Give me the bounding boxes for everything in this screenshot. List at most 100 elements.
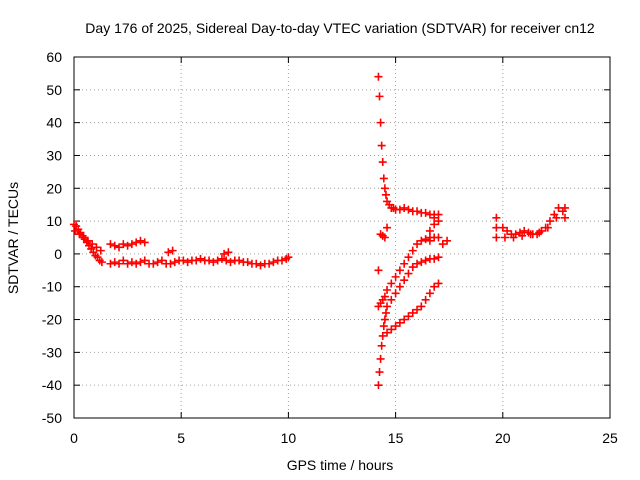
series-storm-descent — [374, 253, 443, 390]
y-tick-label: 30 — [46, 147, 62, 163]
data-point — [560, 203, 569, 212]
y-tick-label: 40 — [46, 115, 62, 131]
data-point — [213, 256, 222, 265]
x-tick-label: 0 — [70, 430, 78, 446]
data-point — [226, 258, 235, 267]
data-point — [395, 205, 404, 214]
data-point — [252, 259, 261, 268]
data-point — [391, 322, 400, 331]
data-point — [383, 302, 392, 311]
data-point — [380, 233, 389, 242]
data-point — [83, 236, 92, 245]
x-tick-label: 5 — [177, 430, 185, 446]
data-point — [408, 263, 417, 272]
y-tick-label: -50 — [42, 410, 62, 426]
data-point — [434, 279, 443, 288]
data-point — [500, 233, 509, 242]
data-point — [376, 354, 385, 363]
data-point — [404, 312, 413, 321]
data-point — [183, 258, 192, 267]
data-point — [387, 279, 396, 288]
data-point — [408, 246, 417, 255]
data-point — [136, 258, 145, 267]
data-point — [97, 258, 106, 267]
data-point — [413, 305, 422, 314]
y-tick-label: 10 — [46, 213, 62, 229]
data-point — [106, 240, 115, 249]
data-point — [425, 236, 434, 245]
data-point — [92, 243, 101, 252]
data-point — [110, 258, 119, 267]
data-point — [404, 253, 413, 262]
data-point — [443, 236, 452, 245]
data-point — [379, 174, 388, 183]
data-point — [417, 236, 426, 245]
data-point — [119, 240, 128, 249]
data-point — [123, 259, 132, 268]
data-point — [413, 259, 422, 268]
data-point — [265, 259, 274, 268]
y-axis-label: SDTVAR / TECUs — [5, 182, 21, 294]
data-point — [277, 256, 286, 265]
y-tick-label: 20 — [46, 180, 62, 196]
data-point — [391, 289, 400, 298]
data-point — [157, 256, 166, 265]
data-point — [430, 254, 439, 263]
data-point — [140, 238, 149, 247]
data-point — [374, 72, 383, 81]
data-point — [535, 228, 544, 237]
data-point — [222, 256, 231, 265]
data-point — [377, 141, 386, 150]
series-morning-upper — [106, 236, 233, 258]
data-point — [378, 331, 387, 340]
data-point — [421, 235, 430, 244]
grid — [74, 57, 610, 418]
data-point — [387, 325, 396, 334]
data-point — [404, 205, 413, 214]
data-point — [503, 226, 512, 235]
data-point — [179, 256, 188, 265]
data-point — [149, 259, 158, 268]
x-tick-labels: 0 5 10 15 20 25 — [70, 430, 618, 446]
data-point — [400, 315, 409, 324]
data-point — [543, 223, 552, 232]
data-point — [383, 223, 392, 232]
axis-ticks — [73, 56, 611, 419]
data-point — [395, 266, 404, 275]
data-point — [387, 295, 396, 304]
data-point — [408, 308, 417, 317]
data-point — [395, 282, 404, 291]
data-point — [391, 272, 400, 281]
data-point — [75, 230, 84, 239]
data-point — [498, 223, 507, 232]
x-tick-label: 20 — [495, 430, 511, 446]
data-point — [88, 240, 97, 249]
data-point — [526, 230, 535, 239]
data-point — [192, 256, 201, 265]
data-point — [430, 282, 439, 291]
data-point — [434, 233, 443, 242]
data-point — [166, 259, 175, 268]
data-point — [375, 92, 384, 101]
data-point — [376, 118, 385, 127]
data-point — [400, 276, 409, 285]
data-point — [421, 208, 430, 217]
data-point — [235, 256, 244, 265]
data-point — [256, 261, 265, 270]
data-point — [110, 241, 119, 250]
series-morning-flat — [106, 253, 293, 270]
data-point — [380, 315, 389, 324]
data-point — [438, 240, 447, 249]
data-point — [383, 286, 392, 295]
data-point — [381, 190, 390, 199]
data-point — [560, 213, 569, 222]
data-point — [220, 249, 229, 258]
series-storm-lower — [383, 279, 443, 337]
data-point — [378, 158, 387, 167]
y-tick-label: 0 — [54, 246, 62, 262]
data-point — [217, 254, 226, 263]
data-point — [425, 289, 434, 298]
y-tick-label: -30 — [42, 344, 62, 360]
data-point — [374, 381, 383, 390]
